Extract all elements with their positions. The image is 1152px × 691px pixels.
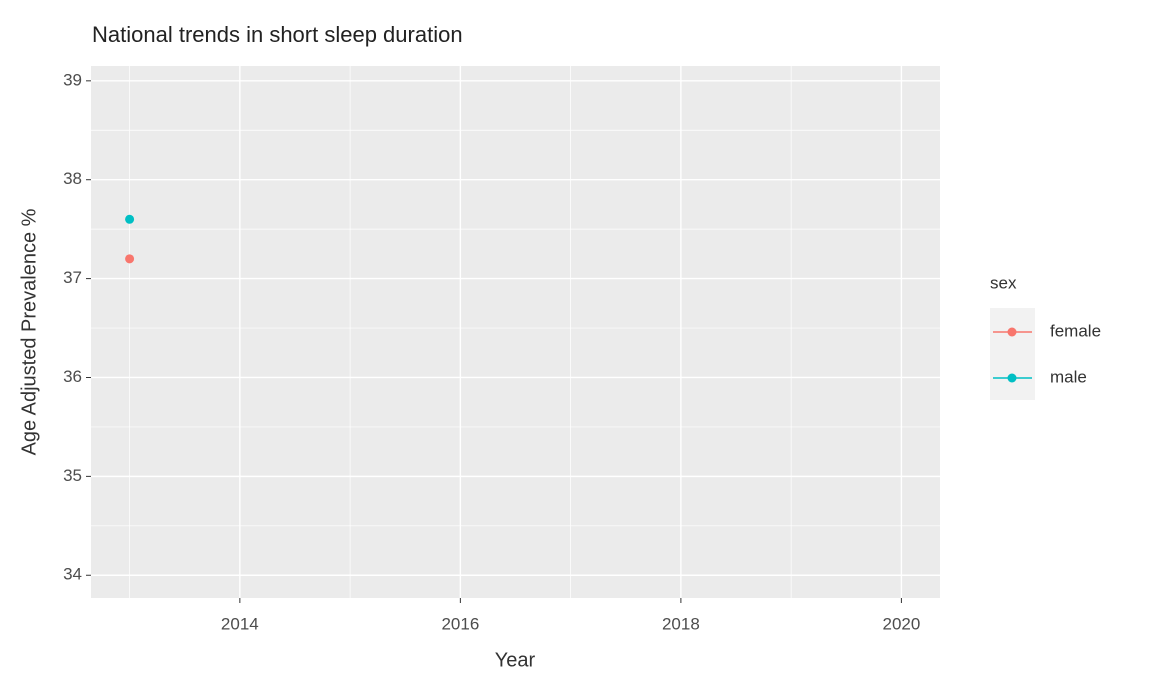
y-axis-title: Age Adjusted Prevalence %: [18, 208, 40, 455]
panel: [91, 66, 940, 598]
chart-title: National trends in short sleep duration: [92, 22, 463, 47]
legend-label: female: [1050, 321, 1101, 340]
legend-label: male: [1050, 367, 1087, 386]
x-axis-title: Year: [495, 649, 536, 671]
legend-point: [1007, 373, 1017, 383]
y-tick-label: 39: [63, 70, 82, 89]
x-tick-label: 2020: [882, 614, 920, 633]
x-tick-label: 2016: [441, 614, 479, 633]
x-tick-label: 2014: [221, 614, 259, 633]
y-tick-label: 34: [63, 565, 82, 584]
x-tick-label: 2018: [662, 614, 700, 633]
y-tick-label: 38: [63, 169, 82, 188]
point: [125, 254, 135, 264]
y-tick-label: 36: [63, 367, 82, 386]
legend-key-bg: [990, 308, 1035, 400]
legend-point: [1007, 327, 1017, 337]
y-tick-label: 37: [63, 268, 82, 287]
legend-title: sex: [990, 273, 1017, 292]
y-tick-label: 35: [63, 466, 82, 485]
point: [125, 214, 135, 224]
plot-layer: [91, 66, 940, 598]
